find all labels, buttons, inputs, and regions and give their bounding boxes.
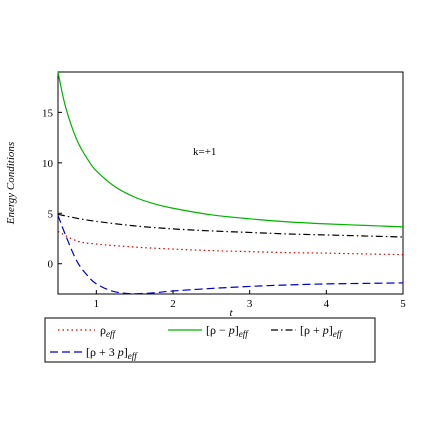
legend-label-rho-minus-p: [ρ − p]eff (206, 323, 249, 339)
series-line-rho_plus_p (57, 213, 404, 238)
plot-frame (57, 71, 404, 295)
x-tick-label: 4 (324, 298, 330, 310)
legend-rho-minus-p-pre: [ρ − (206, 323, 229, 337)
x-tick-label: 3 (247, 298, 253, 310)
series-line-rho (57, 230, 404, 256)
legend-rho-plus-p-post: ] (329, 323, 333, 337)
k-annotation: k=+1 (193, 146, 216, 158)
axis-ticks: 1 2 3 4 5 0 5 10 15 (42, 107, 406, 310)
y-tick-label: 0 (48, 259, 54, 271)
legend-rho-base: ρ (100, 323, 106, 337)
legend-box (44, 317, 376, 363)
legend-rho-minus-p-var: p (228, 323, 235, 337)
y-axis-title: Energy Conditions (5, 142, 17, 225)
x-tick-label: 2 (170, 298, 176, 310)
x-axis-title: t (229, 307, 233, 319)
legend-label-rho: ρeff (100, 323, 116, 339)
y-tick-label: 15 (42, 107, 54, 119)
series-line-rho_plus_3p (57, 215, 404, 295)
y-tick-label: 10 (42, 158, 54, 170)
legend-rho-plus-p-sub: eff (333, 329, 343, 339)
legend-rho-plus-3p-var: p (117, 345, 124, 359)
legend-rho-sub: eff (106, 329, 116, 339)
legend-label-rho-plus-3p: [ρ + 3 p]eff (86, 345, 138, 361)
legend-rho-plus-p-pre: [ρ + (300, 323, 323, 337)
y-tick-label: 5 (48, 208, 54, 220)
x-tick-label: 1 (94, 298, 100, 310)
legend-rho-minus-p-post: ] (235, 323, 239, 337)
legend-rho-plus-3p-sub: eff (128, 351, 138, 361)
legend-rho-plus-3p-pre: [ρ + 3 (86, 345, 118, 359)
x-tick-label: 5 (400, 298, 406, 310)
series-line-rho_minus_p (57, 71, 404, 228)
legend-rho-plus-p-var: p (322, 323, 329, 337)
legend-rho-minus-p-sub: eff (239, 329, 249, 339)
legend-rho-plus-3p-post: ] (124, 345, 128, 359)
plot-curves (57, 71, 404, 295)
legend-label-rho-plus-p: [ρ + p]eff (300, 323, 343, 339)
